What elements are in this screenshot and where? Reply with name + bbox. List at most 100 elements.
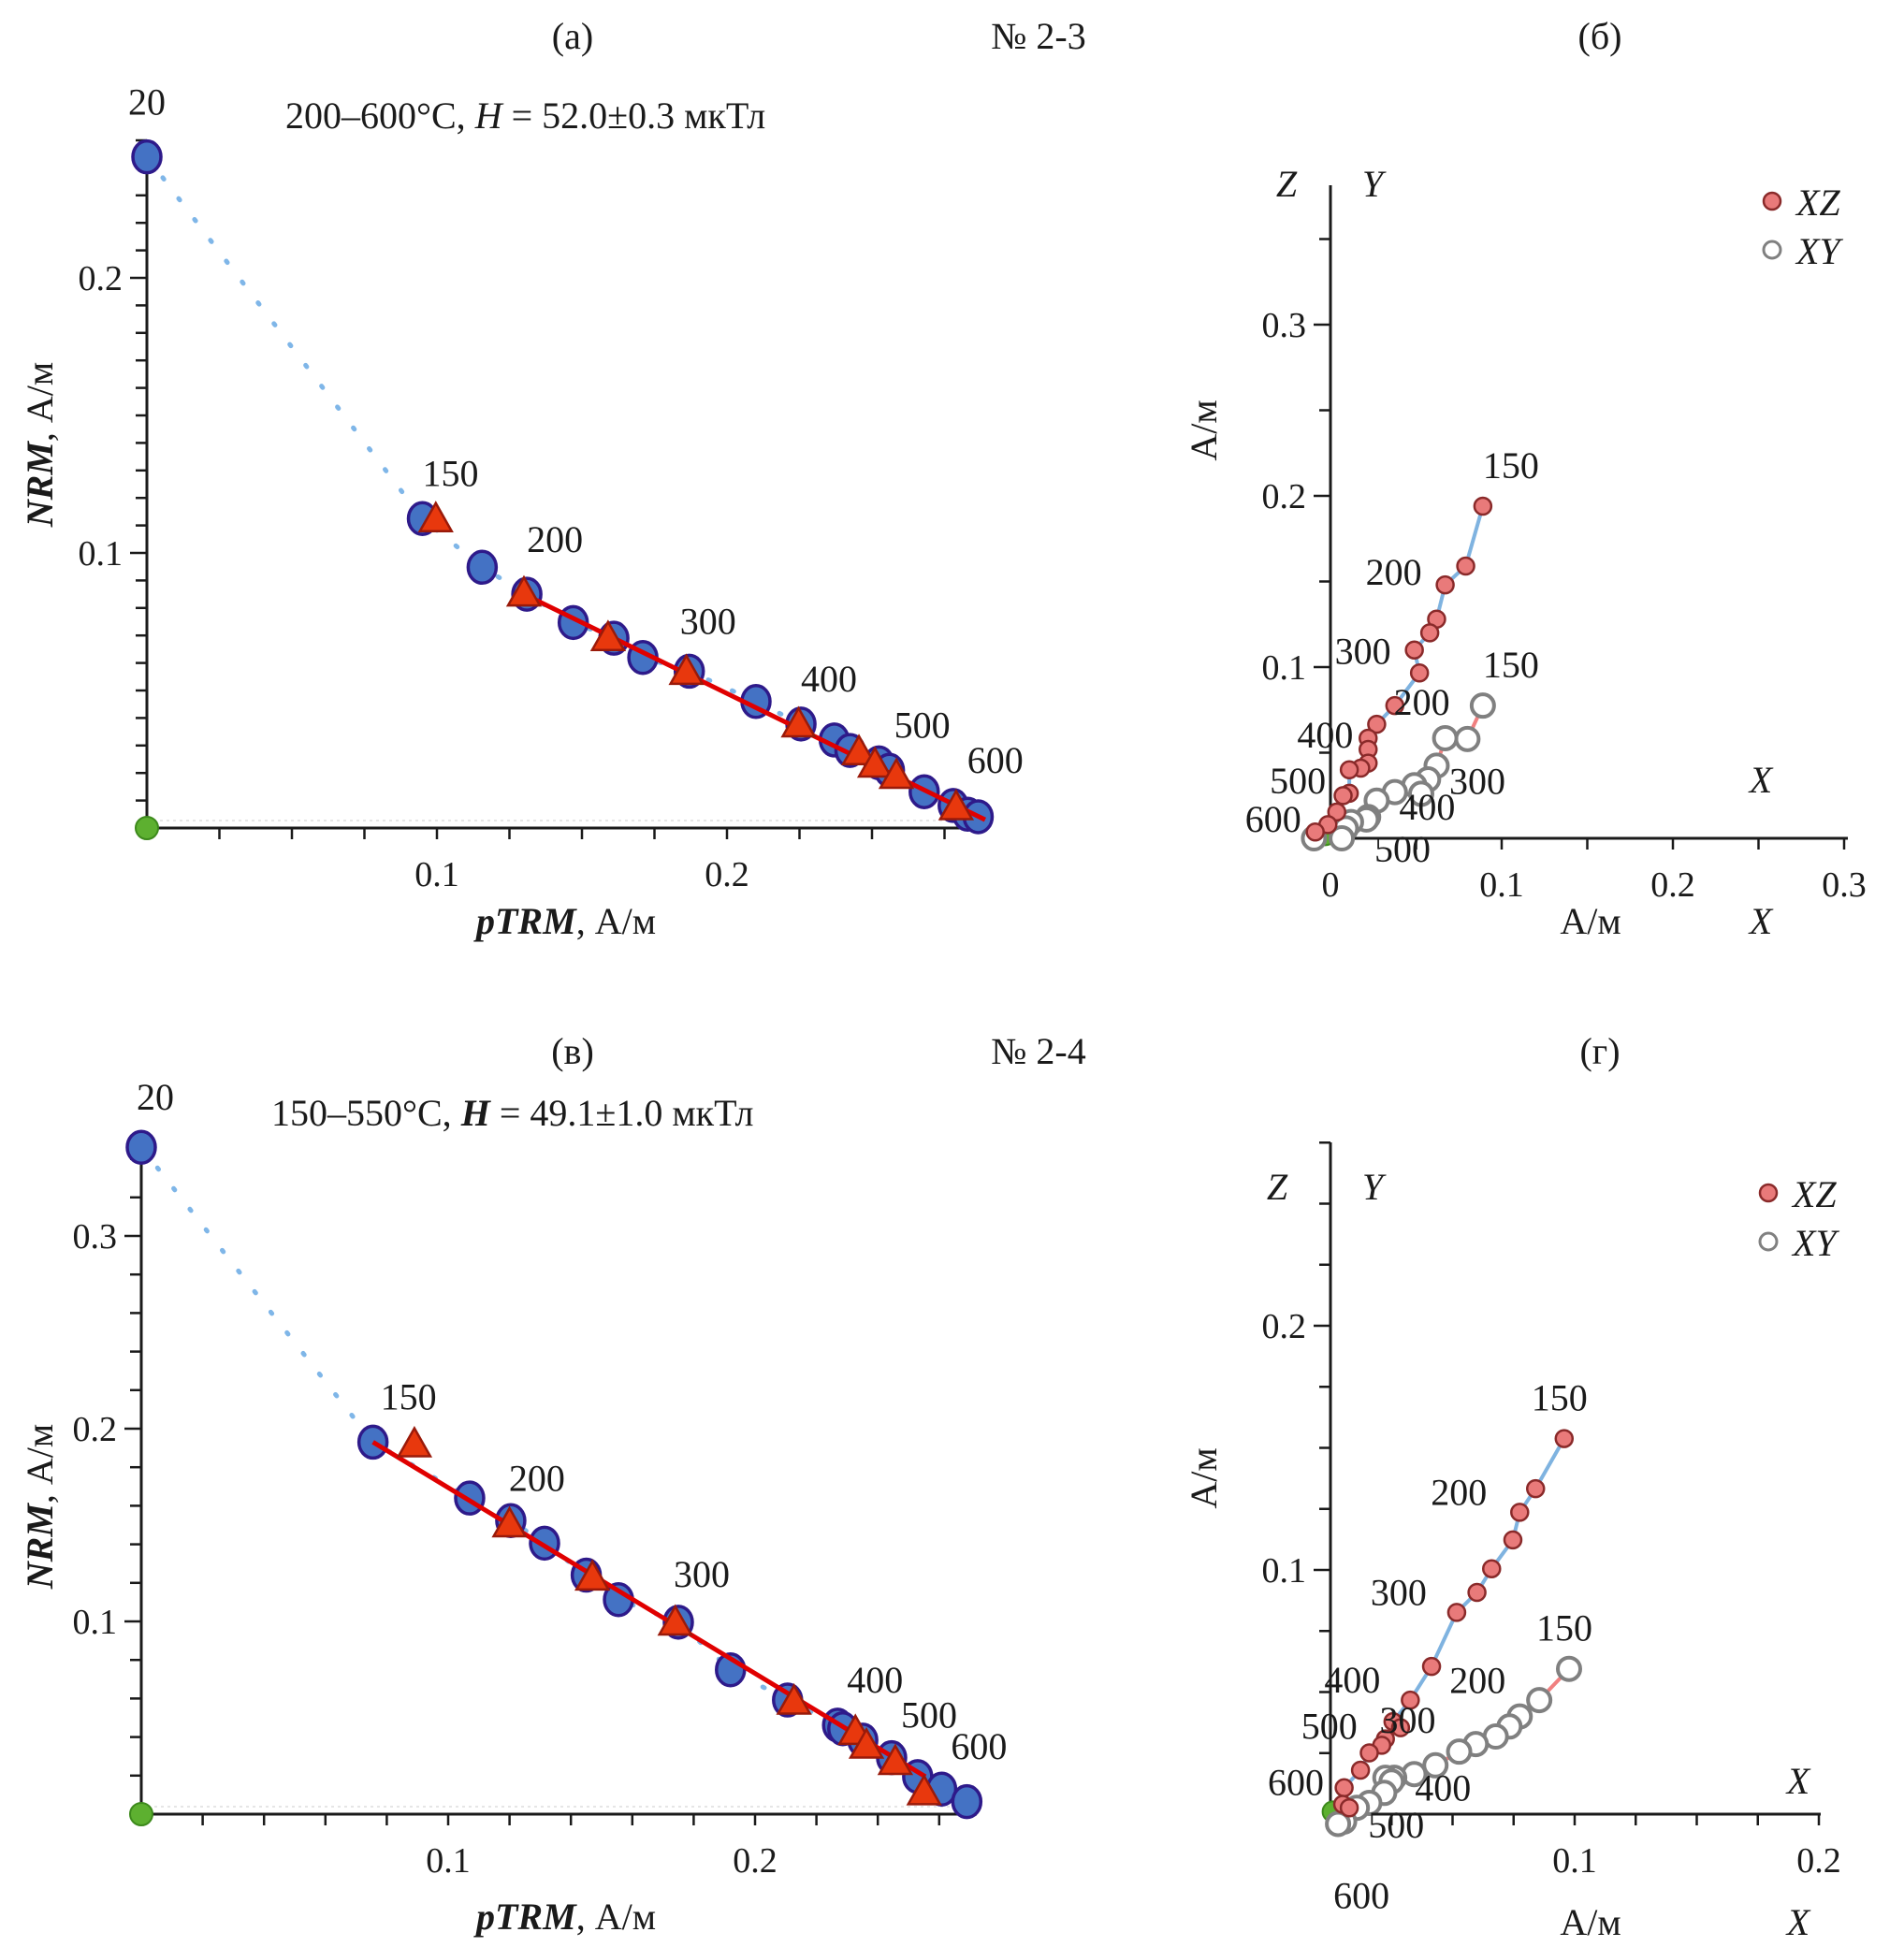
x-tick-label-b: 0.3: [1822, 865, 1867, 905]
plot-a: 0.1 0.2 0.1 0.2 20 150 200 300 400 500 600: [79, 81, 1024, 894]
x-tick-label-a: 0.1: [414, 855, 459, 894]
temperature-label: 200: [509, 1457, 565, 1499]
xz-point: [1525, 1478, 1546, 1499]
title-h-v: H: [460, 1092, 492, 1134]
temperature-label: 20: [128, 81, 166, 124]
ptrm-check-triangle: [877, 1743, 914, 1776]
legend-marker-xy-g: [1758, 1231, 1779, 1252]
title-value-a: = 52.0±0.3 мкТл: [502, 94, 766, 137]
chart-title-v: 150–550°C, H = 49.1±1.0 мкТл: [271, 1092, 754, 1134]
xy-point: [1555, 1655, 1582, 1682]
xz-point: [1482, 1559, 1502, 1578]
temperature-label: 500: [1368, 1804, 1424, 1846]
xz-point: [1467, 1582, 1487, 1603]
xy-point: [1526, 1687, 1553, 1714]
axis-letter-y-b: Y: [1362, 163, 1387, 205]
temperature-label: 150: [1483, 444, 1539, 487]
legend-marker-xy-b: [1762, 240, 1782, 260]
xy-point: [1446, 1738, 1473, 1765]
temperature-label: 200: [1366, 551, 1422, 593]
ptrm-check-triangle: [668, 653, 705, 686]
ptrm-check-triangle: [937, 789, 975, 821]
fit-line: [371, 1440, 927, 1779]
axis-letter-y-g: Y: [1362, 1166, 1387, 1208]
xy-point: [1469, 692, 1496, 719]
data-point-circle: [466, 549, 499, 586]
temperature-label: 200: [1394, 681, 1450, 723]
xz-point: [1409, 662, 1430, 683]
ptrm-check-triangle: [906, 1773, 942, 1806]
xz-point: [1327, 802, 1347, 822]
axis-letter-x-right-b: X: [1748, 759, 1774, 801]
xz-point: [1334, 1778, 1354, 1798]
y-axis-label-v-italic: NRM: [19, 1503, 61, 1591]
legend-marker-xz-b: [1762, 191, 1782, 211]
xy-point: [1432, 724, 1459, 751]
chart-title-a: 200–600°C, H = 52.0±0.3 мкТл: [285, 94, 765, 137]
ptrm-check-triangle: [491, 1505, 528, 1538]
xz-point: [1359, 1743, 1379, 1763]
legend-label-xz-g: XZ: [1791, 1173, 1837, 1215]
legend-label-xz-b: XZ: [1795, 182, 1840, 224]
xz-point: [1339, 1797, 1359, 1818]
title-value-v: = 49.1±1.0 мкТл: [490, 1092, 754, 1134]
temperature-label: 150: [1536, 1607, 1592, 1649]
plot-b: 0 0.1 0.2 0.30.10.20.3150200300400500600150…: [1245, 185, 1867, 905]
xy-point: [1422, 1751, 1449, 1779]
data-point-circle: [125, 1129, 157, 1165]
panel-label-b: (б): [1578, 15, 1622, 57]
plot-g: 0.1 0.20.10.21502003004005006001502003004…: [1262, 1141, 1841, 1916]
temperature-label: 150: [1483, 644, 1539, 686]
y-tick-label-b: 0.2: [1262, 477, 1307, 516]
temperature-label: 400: [1297, 714, 1353, 756]
origin-point: [129, 1802, 153, 1826]
xz-point: [1333, 786, 1353, 806]
x-tick-label-g: 0.1: [1552, 1841, 1597, 1881]
temperature-label: 400: [801, 658, 857, 700]
temperature-label: 150: [423, 452, 479, 494]
temperature-label: 400: [1324, 1659, 1380, 1701]
temperature-label: 400: [1399, 786, 1455, 828]
x-tick-label-b: 0: [1322, 865, 1340, 905]
data-point-circle: [951, 1783, 983, 1820]
temperature-label: 300: [1371, 1571, 1427, 1613]
temperature-label: 500: [1270, 760, 1326, 802]
xz-point: [1419, 623, 1440, 643]
x-axis-label-a: pTRM, А/м: [473, 900, 656, 942]
x-axis-label-b: А/м: [1560, 900, 1621, 942]
legend-label-xy-g: XY: [1791, 1222, 1839, 1264]
temperature-label: 300: [674, 1553, 730, 1595]
xy-point: [1454, 725, 1481, 752]
temperature-label: 200: [1431, 1471, 1487, 1513]
panel-label-g: (г): [1579, 1030, 1620, 1072]
xz-point: [1404, 640, 1424, 660]
y-axis-label-a: NRM, А/м: [19, 362, 61, 528]
ptrm-check-triangle: [417, 501, 454, 532]
y-tick-label-b: 0.1: [1262, 648, 1307, 688]
y-tick-label-v: 0.2: [73, 1410, 118, 1449]
temperature-label: 200: [1449, 1660, 1505, 1702]
temperature-label: 600: [1245, 798, 1301, 840]
temperature-label: 600: [951, 1725, 1007, 1767]
panel-label-v: (в): [551, 1030, 594, 1072]
temperature-label: 500: [1301, 1706, 1358, 1748]
y-tick-label-a: 0.1: [79, 534, 124, 574]
ptrm-check-triangle: [878, 757, 915, 790]
axis-letter-z-b: Z: [1276, 163, 1298, 205]
x-tick-label-v: 0.2: [733, 1841, 778, 1881]
legend-marker-xz-g: [1758, 1183, 1779, 1203]
dotted-guide-line: [144, 154, 981, 820]
title-range-v: 150–550°C,: [271, 1092, 461, 1134]
temperature-label: 600: [1333, 1874, 1389, 1916]
ptrm-check-triangle: [589, 619, 627, 651]
title-h-a: H: [474, 94, 504, 137]
x-tick-label-b: 0.2: [1650, 865, 1695, 905]
temperature-label: 300: [1380, 1699, 1436, 1741]
xz-point: [1385, 695, 1405, 716]
temperature-label: 400: [847, 1659, 903, 1701]
temperature-label: 200: [527, 518, 583, 560]
xz-point: [1339, 760, 1359, 780]
xz-point: [1510, 1503, 1530, 1522]
y-axis-label-a-unit: , А/м: [19, 362, 61, 442]
